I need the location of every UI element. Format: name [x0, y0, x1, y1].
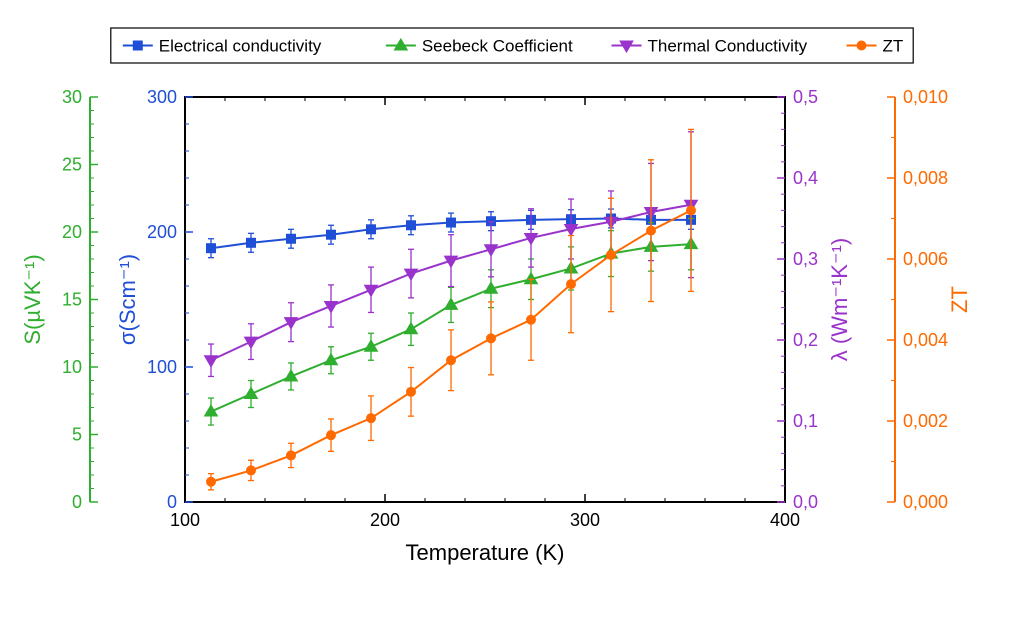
- svg-text:30: 30: [62, 87, 82, 107]
- y-axis-label: ZT: [947, 286, 972, 313]
- legend-label: Thermal Conductivity: [648, 36, 808, 55]
- legend-label: ZT: [883, 36, 904, 55]
- y-axis-label: S(µVK⁻¹): [20, 254, 45, 344]
- svg-text:0,006: 0,006: [903, 249, 948, 269]
- svg-text:25: 25: [62, 155, 82, 175]
- svg-text:0,4: 0,4: [793, 168, 818, 188]
- svg-text:300: 300: [570, 510, 600, 530]
- x-axis-label: Temperature (K): [406, 540, 565, 565]
- svg-text:0,008: 0,008: [903, 168, 948, 188]
- svg-text:0,004: 0,004: [903, 330, 948, 350]
- svg-text:5: 5: [72, 425, 82, 445]
- svg-text:10: 10: [62, 357, 82, 377]
- svg-text:0,3: 0,3: [793, 249, 818, 269]
- legend: Electrical conductivity Seebeck Coefficie…: [111, 28, 913, 63]
- svg-text:0,0: 0,0: [793, 492, 818, 512]
- legend-label: Seebeck Coefficient: [422, 36, 573, 55]
- chart-container: 100 200 300 400 Temperature (K) 0 5 10 15 20 25 30 S…: [0, 0, 1024, 624]
- svg-text:0,010: 0,010: [903, 87, 948, 107]
- svg-text:0,5: 0,5: [793, 87, 818, 107]
- svg-text:20: 20: [62, 222, 82, 242]
- svg-text:100: 100: [170, 510, 200, 530]
- svg-text:0: 0: [167, 492, 177, 512]
- svg-text:200: 200: [147, 222, 177, 242]
- svg-text:100: 100: [147, 357, 177, 377]
- svg-text:0: 0: [72, 492, 82, 512]
- svg-text:0,2: 0,2: [793, 330, 818, 350]
- svg-text:0,002: 0,002: [903, 411, 948, 431]
- chart-svg: 100 200 300 400 Temperature (K) 0 5 10 15 20 25 30 S…: [0, 0, 1024, 624]
- svg-text:0,000: 0,000: [903, 492, 948, 512]
- y-axis-label: σ(Scm⁻¹): [115, 254, 140, 345]
- svg-text:300: 300: [147, 87, 177, 107]
- svg-text:0,1: 0,1: [793, 411, 818, 431]
- svg-text:200: 200: [370, 510, 400, 530]
- svg-text:400: 400: [770, 510, 800, 530]
- legend-label: Electrical conductivity: [159, 36, 322, 55]
- svg-text:15: 15: [62, 290, 82, 310]
- y-axis-label: λ (Wm⁻¹K⁻¹): [827, 238, 852, 361]
